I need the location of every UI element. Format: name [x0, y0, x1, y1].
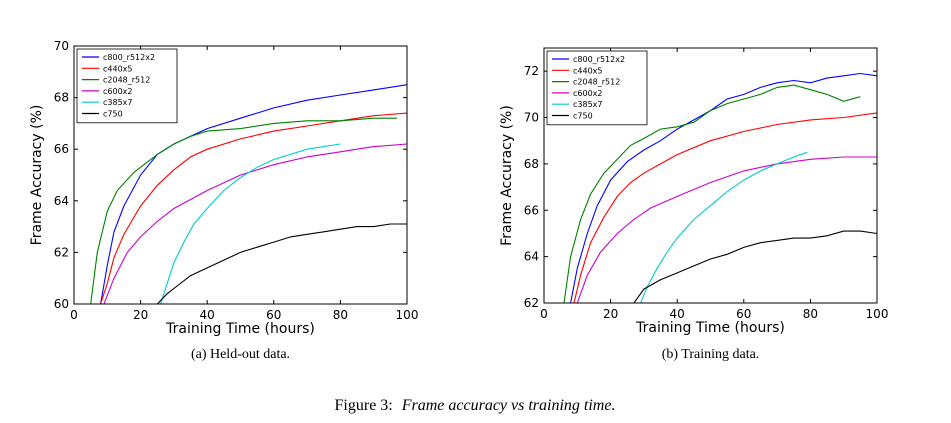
y-tick-label: 70: [54, 39, 69, 53]
figure-caption-text: Frame accuracy vs training time.: [401, 397, 616, 414]
x-tick-label: 100: [866, 307, 889, 321]
y-tick-label: 62: [524, 296, 539, 310]
series-line-c385x7: [160, 143, 341, 304]
legend-label-c800_r512x2: c800_r512x2: [103, 53, 155, 62]
legend-frame: [546, 50, 648, 126]
series-line-c2048_r512: [90, 117, 397, 304]
x-tick-label: 0: [70, 308, 78, 322]
y-tick-label: 64: [524, 250, 539, 264]
series-line-c440x5: [100, 112, 407, 304]
x-tick-label: 60: [266, 308, 281, 322]
x-tick-label: 20: [133, 308, 148, 322]
legend-label-c750: c750: [103, 110, 123, 119]
legend-label-c440x5: c440x5: [573, 66, 603, 75]
y-tick-label: 66: [54, 142, 69, 156]
y-tick-label: 60: [54, 297, 69, 311]
figure-caption-label: Figure 3:: [335, 397, 393, 414]
x-tick-label: 0: [540, 307, 548, 321]
series-line-c750: [633, 230, 877, 303]
figure-caption: Figure 3: Frame accuracy vs training tim…: [335, 397, 616, 414]
subcaption: (a) Held-out data.: [191, 347, 290, 362]
y-tick-label: 64: [54, 194, 69, 208]
y-tick-label: 72: [524, 64, 539, 78]
series-line-c600x2: [576, 156, 877, 303]
y-tick-label: 66: [524, 203, 539, 217]
axes-frame: [543, 47, 878, 304]
legend: c800_r512x2 c440x5 c2048_r512 c600x2 c385x7 c…: [76, 48, 178, 124]
y-axis-label: Frame Accuracy (%): [499, 105, 515, 246]
legend-label-c750: c750: [573, 112, 593, 121]
x-axis-label: Training Time (hours): [165, 321, 315, 337]
legend-label-c800_r512x2: c800_r512x2: [573, 55, 625, 64]
series-line-c440x5: [573, 112, 877, 303]
x-tick-label: 80: [803, 307, 818, 321]
series-line-c2048_r512: [563, 84, 861, 303]
x-tick-label: 20: [603, 307, 618, 321]
series-line-c600x2: [103, 143, 407, 304]
x-axis-label: Training Time (hours): [635, 320, 785, 336]
panel-held-out: 0 20 40 60 80 100 60 62 64 66 68 70 Training Time (h…: [29, 39, 418, 362]
legend-label-c600x2: c600x2: [103, 87, 133, 96]
x-tick-label: 40: [200, 308, 215, 322]
axes-frame: [73, 45, 408, 305]
series-line-c750: [156, 223, 407, 304]
series-group: [90, 84, 407, 304]
x-tick-label: 60: [736, 307, 751, 321]
x-tick-label: 100: [396, 308, 419, 322]
legend-frame: [76, 48, 178, 124]
panel-training: 0 20 40 60 80 100 62 64 66 68 70 72 Training Time (h…: [499, 47, 889, 362]
series-line-c385x7: [640, 151, 808, 303]
y-tick-label: 70: [524, 111, 539, 125]
legend-label-c600x2: c600x2: [573, 89, 603, 98]
legend-label-c440x5: c440x5: [103, 64, 133, 73]
series-group: [563, 72, 877, 303]
y-tick-label: 68: [524, 157, 539, 171]
legend-label-c2048_r512: c2048_r512: [573, 78, 620, 87]
legend: c800_r512x2 c440x5 c2048_r512 c600x2 c385x7 c…: [546, 50, 648, 126]
y-axis-label: Frame Accuracy (%): [29, 105, 45, 246]
legend-label-c2048_r512: c2048_r512: [103, 76, 150, 85]
y-tick-label: 68: [54, 91, 69, 105]
y-tick-label: 62: [54, 245, 69, 259]
x-tick-label: 40: [670, 307, 685, 321]
legend-label-c385x7: c385x7: [103, 98, 133, 107]
legend-label-c385x7: c385x7: [573, 100, 603, 109]
x-tick-label: 80: [333, 308, 348, 322]
subcaption: (b) Training data.: [662, 347, 760, 362]
